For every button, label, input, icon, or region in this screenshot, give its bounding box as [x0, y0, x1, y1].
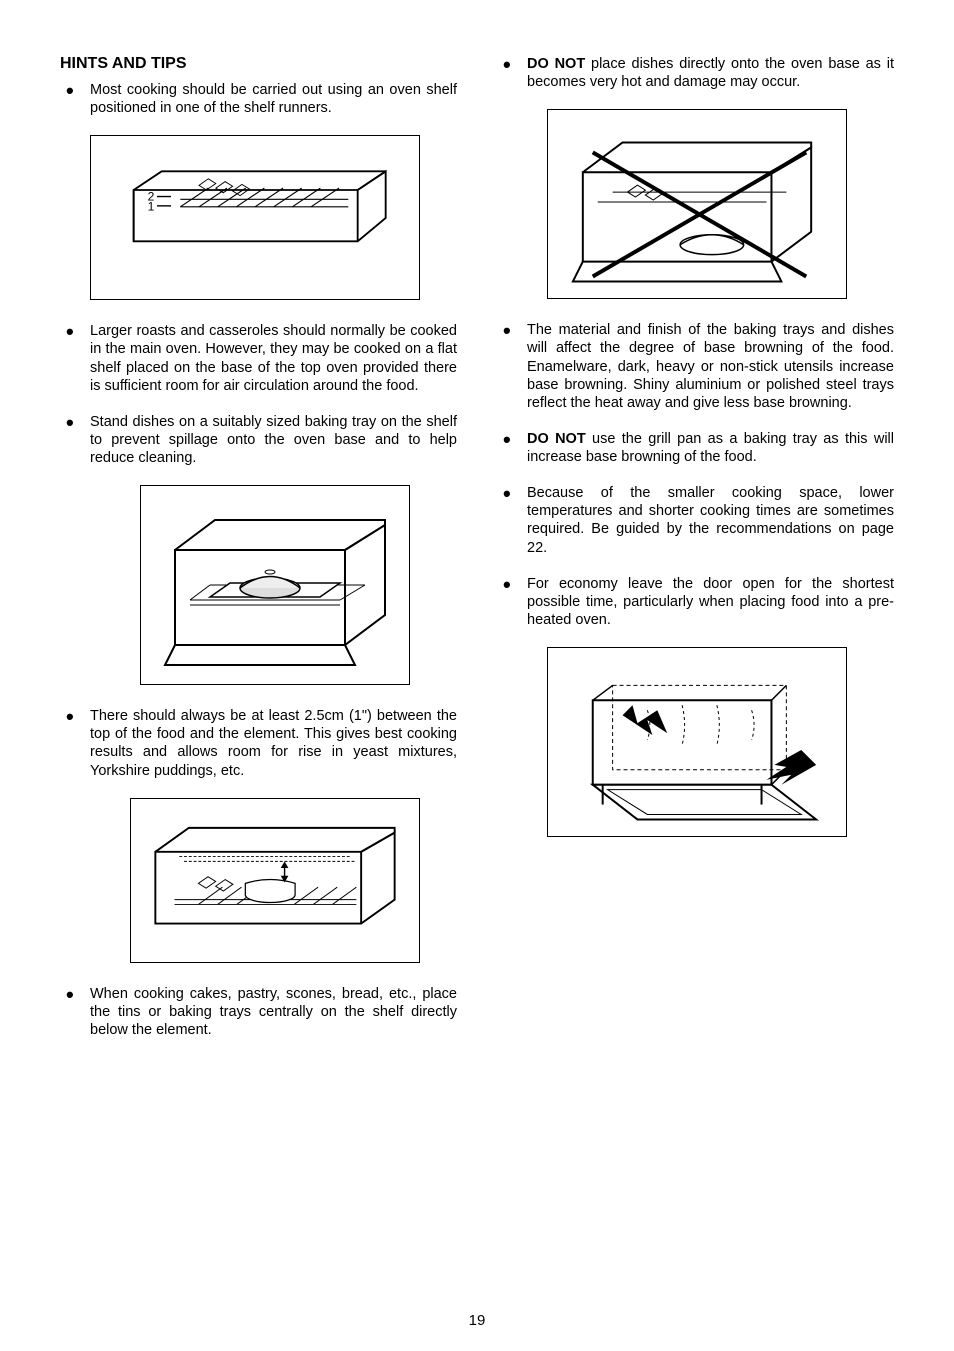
bullet-item: DO NOT use the grill pan as a baking tra…: [497, 430, 894, 466]
bullet-item: There should always be at least 2.5cm (1…: [60, 707, 457, 780]
right-bullet-list: DO NOT place dishes directly onto the ov…: [497, 55, 894, 837]
left-bullet-list: Most cooking should be carried out using…: [60, 81, 457, 1039]
left-column: HINTS AND TIPS Most cooking should be ca…: [60, 55, 457, 1057]
bullet-item: DO NOT place dishes directly onto the ov…: [497, 55, 894, 91]
bullet-item: The material and finish of the baking tr…: [497, 321, 894, 412]
bullet-text: The material and finish of the baking tr…: [527, 322, 894, 411]
oven-door-svg: [558, 655, 836, 830]
bullet-text: Larger roasts and casseroles should norm…: [90, 323, 457, 393]
bullet-text: There should always be at least 2.5cm (1…: [90, 708, 457, 778]
figure-dish-on-tray: [140, 485, 410, 685]
bullet-item: Stand dishes on a suitably sized baking …: [60, 413, 457, 467]
bullet-text: Most cooking should be carried out using…: [90, 82, 457, 116]
bullet-item: For economy leave the door open for the …: [497, 575, 894, 629]
figure-shelf-runners: 2 1: [90, 135, 420, 300]
oven-shelf-svg: 2 1: [105, 148, 405, 288]
page-number: 19: [0, 1312, 954, 1329]
oven-cross-svg: [558, 117, 836, 292]
bullet-item: When cooking cakes, pastry, scones, brea…: [60, 985, 457, 1039]
page-content: HINTS AND TIPS Most cooking should be ca…: [60, 55, 894, 1057]
bullet-bold: DO NOT: [527, 56, 585, 72]
bullet-text: Because of the smaller cooking space, lo…: [527, 485, 894, 555]
right-column: DO NOT place dishes directly onto the ov…: [497, 55, 894, 1057]
bullet-item: Most cooking should be carried out using…: [60, 81, 457, 117]
bullet-item: Larger roasts and casseroles should norm…: [60, 322, 457, 395]
bullet-bold: DO NOT: [527, 431, 586, 447]
shelf-label-1: 1: [148, 199, 155, 213]
figure-door-open: [547, 647, 847, 837]
figure-do-not-base: [547, 109, 847, 299]
oven-clearance-svg: [141, 808, 409, 953]
section-heading: HINTS AND TIPS: [60, 55, 457, 73]
bullet-item: Because of the smaller cooking space, lo…: [497, 484, 894, 557]
bullet-text: For economy leave the door open for the …: [527, 576, 894, 628]
oven-tray-svg: [155, 495, 395, 675]
figure-clearance: [130, 798, 420, 963]
bullet-text: Stand dishes on a suitably sized baking …: [90, 414, 457, 466]
bullet-text: When cooking cakes, pastry, scones, brea…: [90, 986, 457, 1038]
